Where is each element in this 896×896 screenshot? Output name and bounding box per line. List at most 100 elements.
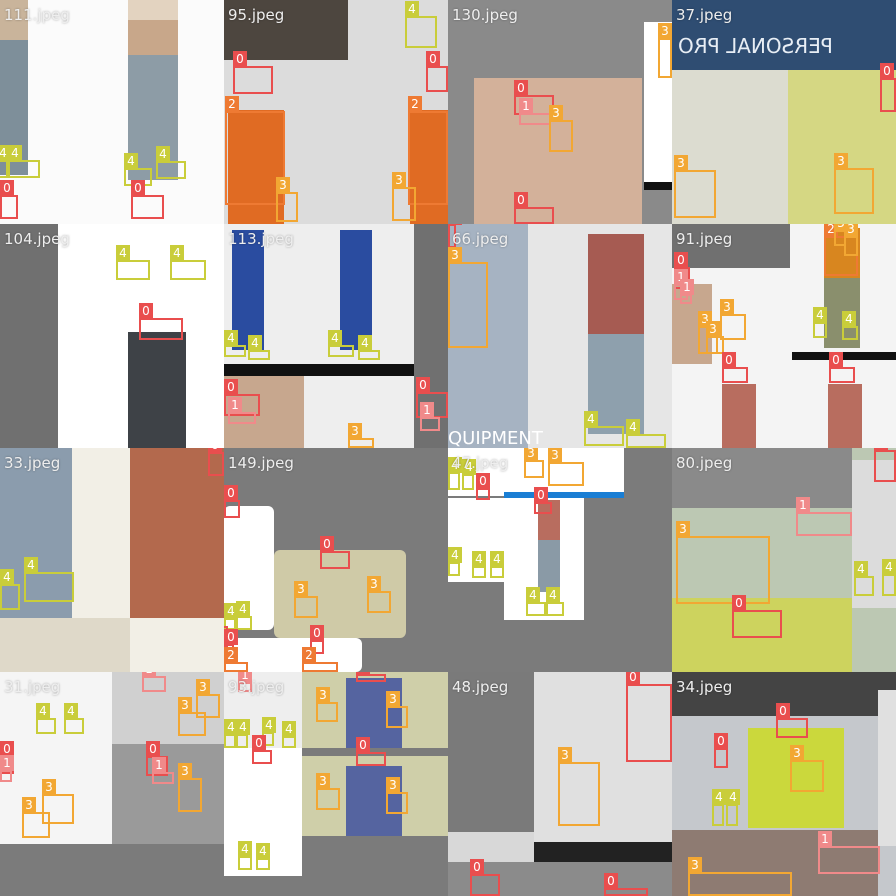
bbox-goggles: 1 [796,497,852,536]
bbox-helmet: 0 [356,737,386,766]
bbox-boot: 4 [256,843,270,870]
bbox-helmet: 0 [874,448,896,482]
bbox-glove: 3 [674,155,716,218]
bbox-glove: 3 [316,773,340,810]
bbox-helmet: 0 [356,672,386,682]
bbox-helmet: 0 [426,51,448,92]
bbox-helmet: 0 [626,672,672,762]
tile-93: 0 1 3 3 4 4 4 4 0 0 3 3 4 4 93.jpeg [224,672,448,896]
bbox-boot: 4 [236,601,252,630]
bbox-boot: 4 [64,703,84,734]
file-name: 149.jpeg [228,454,294,472]
sign-text: QUIPMENT [448,428,543,448]
tile-91: 0 1 1 2 3 3 4 4 3 3 3 0 0 91.jpeg [672,224,896,448]
bbox-boot: 4 [842,311,858,340]
tile-113: 4 4 4 4 0 1 0 1 3 113.jpeg [224,224,448,448]
bbox-glove: 3 [688,857,792,896]
bbox-helmet: 0 [139,303,183,340]
bbox-boot: 4 [584,411,624,446]
tile-34: 0 3 0 4 4 1 3 34.jpeg [672,672,896,896]
bbox-boot: 4 [170,245,206,280]
bbox-goggles: 1 [238,672,252,692]
bbox-goggles: 1 [818,831,880,874]
bbox-helmet: 0 [829,352,855,383]
bbox-glove: 3 [196,679,220,718]
bbox-glove: 3 [42,779,74,824]
bbox-vest: 2 [302,647,338,672]
bbox-boot: 4 [358,335,380,360]
file-name: 34.jpeg [676,678,733,696]
tile-31: 1 3 3 4 4 0 1 0 1 3 3 3 31.jpeg [0,672,224,896]
file-name: 31.jpeg [4,678,61,696]
file-name: 66.jpeg [452,230,509,248]
bbox-helmet: 0 [732,595,782,638]
file-name: 95.jpeg [228,6,285,24]
bbox-boot: 4 [36,703,56,734]
bbox-helmet: 0 [233,51,273,94]
bbox-boot: 4 [854,561,874,596]
worker-figure [128,332,186,448]
bbox-boot: 4 [490,551,504,578]
bbox-helmet: 0 [252,735,272,764]
worker-figure [748,728,844,828]
file-name: 47.jpeg [452,454,509,472]
bbox-boot: 4 [248,335,270,360]
bbox-glove: 3 [790,745,824,792]
bbox-helmet: 0 [310,625,324,654]
bbox-helmet: 0 [320,536,350,569]
tile-66: QUIPMENT 0 3 4 4 66.jpeg [448,224,672,448]
tile-111: 4 4 4 4 0 0 111.jpeg [0,0,224,224]
bbox-boot: 4 [405,1,437,48]
tile-47: 3 3 4 4 0 0 4 4 4 4 4 47.jpeg [448,448,672,672]
bbox-boot: 4 [24,557,74,602]
bbox-boot: 4 [882,559,896,596]
bbox-helmet: 0 [714,733,728,768]
bbox-boot: 4 [462,459,476,490]
bbox-helmet: 0 [470,859,500,896]
bbox-boot: 4 [224,330,246,357]
worker-figure [722,384,756,448]
bbox-glove: 3 [367,576,391,613]
bbox-boot: 4 [236,719,250,748]
worker-figure [410,110,448,224]
file-name: 113.jpeg [228,230,294,248]
bbox-boot: 4 [116,245,150,280]
file-name: 91.jpeg [676,230,733,248]
bbox-helmet: 0 [131,180,164,219]
bbox-goggles: 1 [142,672,166,692]
file-name: 37.jpeg [676,6,733,24]
bbox-helmet: 0 [514,192,554,224]
bbox-helmet: 0 [224,485,240,518]
bbox-boot: 4 [282,721,296,748]
bbox-boot: 4 [448,457,462,490]
worker-figure [228,110,284,224]
bbox-glove: 3 [178,697,206,736]
bbox-helmet: 0 [0,180,18,219]
bbox-glove: 3 [549,105,573,152]
bbox-goggles: 1 [680,279,694,304]
file-name: 48.jpeg [452,678,509,696]
tile-130: 3 0 1 3 0 130.jpeg [448,0,672,224]
bbox-boot: 4 [526,587,546,616]
bbox-glove: 3 [844,224,858,256]
bbox-glove: 3 [834,153,874,214]
bbox-helmet: 0 [880,63,896,112]
bbox-vest: 2 [408,96,448,205]
bbox-boot: 4 [8,145,40,178]
bbox-helmet: 0 [476,473,490,500]
tile-95: 4 0 0 2 2 3 3 95.jpeg [224,0,448,224]
bbox-glove: 3 [294,581,318,618]
file-name: 130.jpeg [452,6,518,24]
bbox-glove: 3 [706,321,724,354]
bbox-glove: 3 [22,797,50,838]
tile-149: 0 0 3 3 4 4 0 0 0 2 2 149.jpeg [224,448,448,672]
bbox-glove: 3 [448,247,488,348]
bbox-glove: 3 [178,763,202,812]
bbox-glove: 3 [548,448,584,486]
bbox-boot: 4 [238,841,252,870]
worker-figure [828,384,862,448]
file-name: 33.jpeg [4,454,61,472]
bbox-goggles: 1 [420,402,440,431]
bbox-glove: 3 [348,423,374,448]
